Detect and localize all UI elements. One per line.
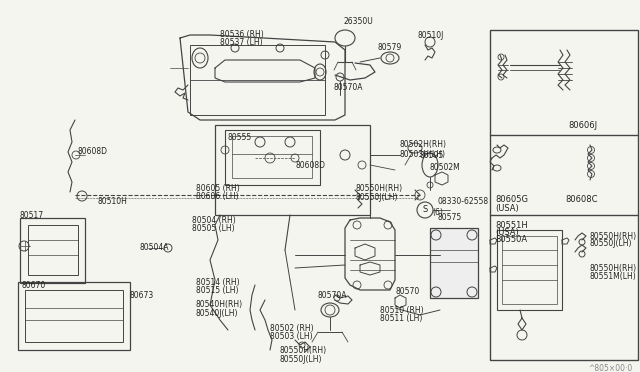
Text: ^805×00·0: ^805×00·0: [588, 364, 632, 372]
Text: 80605G: 80605G: [495, 196, 528, 205]
Text: 80595: 80595: [420, 151, 444, 160]
Text: 80605 (RH): 80605 (RH): [196, 183, 240, 192]
Text: 80537 (LH): 80537 (LH): [220, 38, 262, 48]
Text: (6): (6): [432, 208, 443, 217]
Text: 80504 (RH): 80504 (RH): [192, 215, 236, 224]
Text: 80550H(RH): 80550H(RH): [280, 346, 327, 355]
Text: 80502 (RH): 80502 (RH): [270, 324, 314, 333]
Text: 80550J(LH): 80550J(LH): [280, 355, 323, 363]
Text: 80502M: 80502M: [430, 164, 461, 173]
Circle shape: [415, 190, 425, 200]
Bar: [190, 45, 325, 115]
Bar: [232, 136, 312, 178]
Text: 80503 (LH): 80503 (LH): [270, 333, 312, 341]
Text: 80555: 80555: [228, 134, 252, 142]
Text: 80540J(LH): 80540J(LH): [196, 310, 239, 318]
Text: 80505 (LH): 80505 (LH): [192, 224, 235, 234]
Text: 80550J(LH): 80550J(LH): [355, 192, 397, 202]
Text: 26350U: 26350U: [344, 17, 374, 26]
Text: 80550H(RH): 80550H(RH): [355, 183, 402, 192]
Text: 80575: 80575: [438, 214, 462, 222]
Text: 80510H: 80510H: [98, 198, 128, 206]
Text: 80503H(LH): 80503H(LH): [400, 150, 446, 158]
Bar: [225, 130, 320, 185]
Text: 80515 (LH): 80515 (LH): [196, 286, 239, 295]
Text: 80670: 80670: [22, 280, 46, 289]
Bar: [497, 230, 562, 310]
Text: 80536 (RH): 80536 (RH): [220, 31, 264, 39]
Text: 80608D: 80608D: [78, 148, 108, 157]
Text: 80502H(RH): 80502H(RH): [400, 141, 447, 150]
Text: 80570: 80570: [395, 288, 419, 296]
Text: S: S: [422, 205, 428, 215]
Bar: [502, 236, 557, 304]
Bar: [490, 30, 638, 360]
Bar: [18, 282, 130, 350]
Text: (USA): (USA): [495, 228, 519, 237]
Text: 80608D: 80608D: [295, 160, 325, 170]
Text: 80579: 80579: [378, 44, 403, 52]
Text: 80511 (LH): 80511 (LH): [380, 314, 422, 324]
Text: 80606J: 80606J: [568, 121, 597, 129]
Text: 80551M(LH): 80551M(LH): [590, 272, 637, 280]
Text: 80510J: 80510J: [418, 31, 444, 39]
Text: 80514 (RH): 80514 (RH): [196, 278, 239, 286]
Text: 80550H(RH): 80550H(RH): [590, 263, 637, 273]
Bar: [20, 218, 85, 283]
Text: 80510 (RH): 80510 (RH): [380, 305, 424, 314]
Text: 08330-62558: 08330-62558: [437, 198, 488, 206]
Text: 80570A: 80570A: [318, 291, 348, 299]
Text: 80550J(LH): 80550J(LH): [590, 240, 632, 248]
Bar: [215, 125, 370, 215]
Text: 80608C: 80608C: [565, 196, 598, 205]
Text: 80551H: 80551H: [495, 221, 528, 230]
Text: 80606 (LH): 80606 (LH): [196, 192, 239, 202]
Bar: [25, 290, 123, 342]
Bar: [430, 228, 478, 298]
Text: 80550A: 80550A: [495, 235, 527, 244]
Text: (USA): (USA): [495, 203, 519, 212]
Text: 80517: 80517: [20, 211, 44, 219]
Circle shape: [425, 37, 435, 47]
Text: 80540H(RH): 80540H(RH): [196, 301, 243, 310]
Text: 80673: 80673: [130, 291, 154, 299]
Text: 80504A: 80504A: [140, 244, 170, 253]
Bar: [28, 225, 78, 275]
Text: 80550H(RH): 80550H(RH): [590, 231, 637, 241]
Text: 80570A: 80570A: [334, 83, 364, 93]
